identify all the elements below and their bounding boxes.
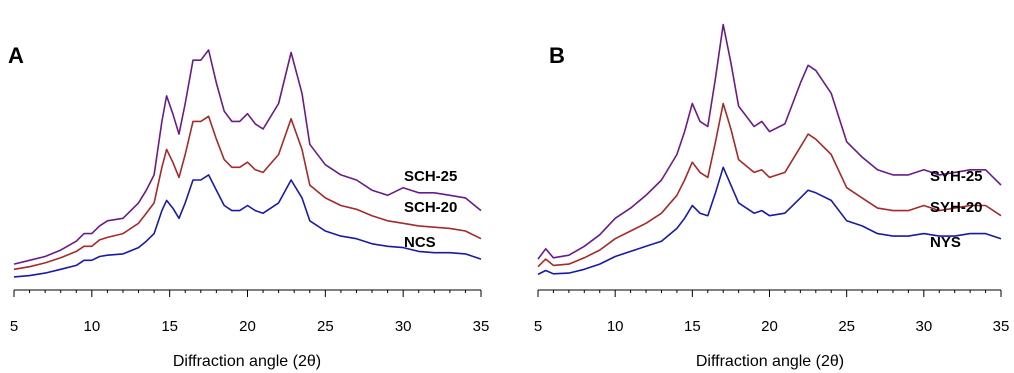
x-tick-label: 30	[915, 318, 932, 335]
series-line-sch-20	[13, 115, 482, 271]
x-tick-label: 10	[83, 318, 100, 335]
panel-letter-a: A	[8, 43, 24, 68]
series-line-syh-20	[537, 102, 1002, 268]
x-tick-label: 35	[473, 318, 490, 335]
x-ticks-a: 5 10 15 20 25 30 35	[10, 290, 490, 335]
series-line-syh-25	[537, 23, 1002, 260]
x-tick-label: 15	[684, 318, 701, 335]
label-sch-25: SCH-25	[404, 168, 457, 185]
x-tick-label: 25	[838, 318, 855, 335]
x-tick-label: 20	[239, 318, 256, 335]
label-sch-20: SCH-20	[404, 199, 457, 216]
x-tick-label: 20	[761, 318, 778, 335]
x-tick-label: 35	[993, 318, 1010, 335]
label-syh-20: SYH-20	[930, 199, 983, 216]
series-line-ncs	[13, 174, 482, 278]
series-lines-a	[13, 49, 482, 278]
panel-a: A 5 10 15 20 25 30 35 SCH-25 SCH-20 NCS Diffra…	[8, 43, 489, 370]
x-axis-title-b: Diffraction angle (2θ)	[696, 353, 844, 370]
label-ncs: NCS	[404, 234, 436, 251]
label-syh-25: SYH-25	[930, 168, 983, 185]
x-axis-title-a: Diffraction angle (2θ)	[173, 353, 321, 370]
panel-letter-b: B	[549, 43, 565, 68]
x-tick-label: 30	[395, 318, 412, 335]
x-tick-label: 25	[317, 318, 334, 335]
x-ticks-b: 5 10 15 20 25 30 35	[534, 290, 1010, 335]
label-nys: NYS	[930, 234, 961, 251]
series-lines-b	[537, 23, 1002, 276]
x-tick-label: 5	[10, 318, 18, 335]
x-tick-label: 5	[534, 318, 542, 335]
x-tick-label: 10	[607, 318, 624, 335]
series-line-nys	[537, 166, 1002, 276]
x-tick-label: 15	[161, 318, 178, 335]
panel-b: B 5 10 15 20 25 30 35 SYH-25 SYH-20 NYS Diffra…	[534, 23, 1010, 370]
series-line-sch-25	[13, 49, 482, 265]
